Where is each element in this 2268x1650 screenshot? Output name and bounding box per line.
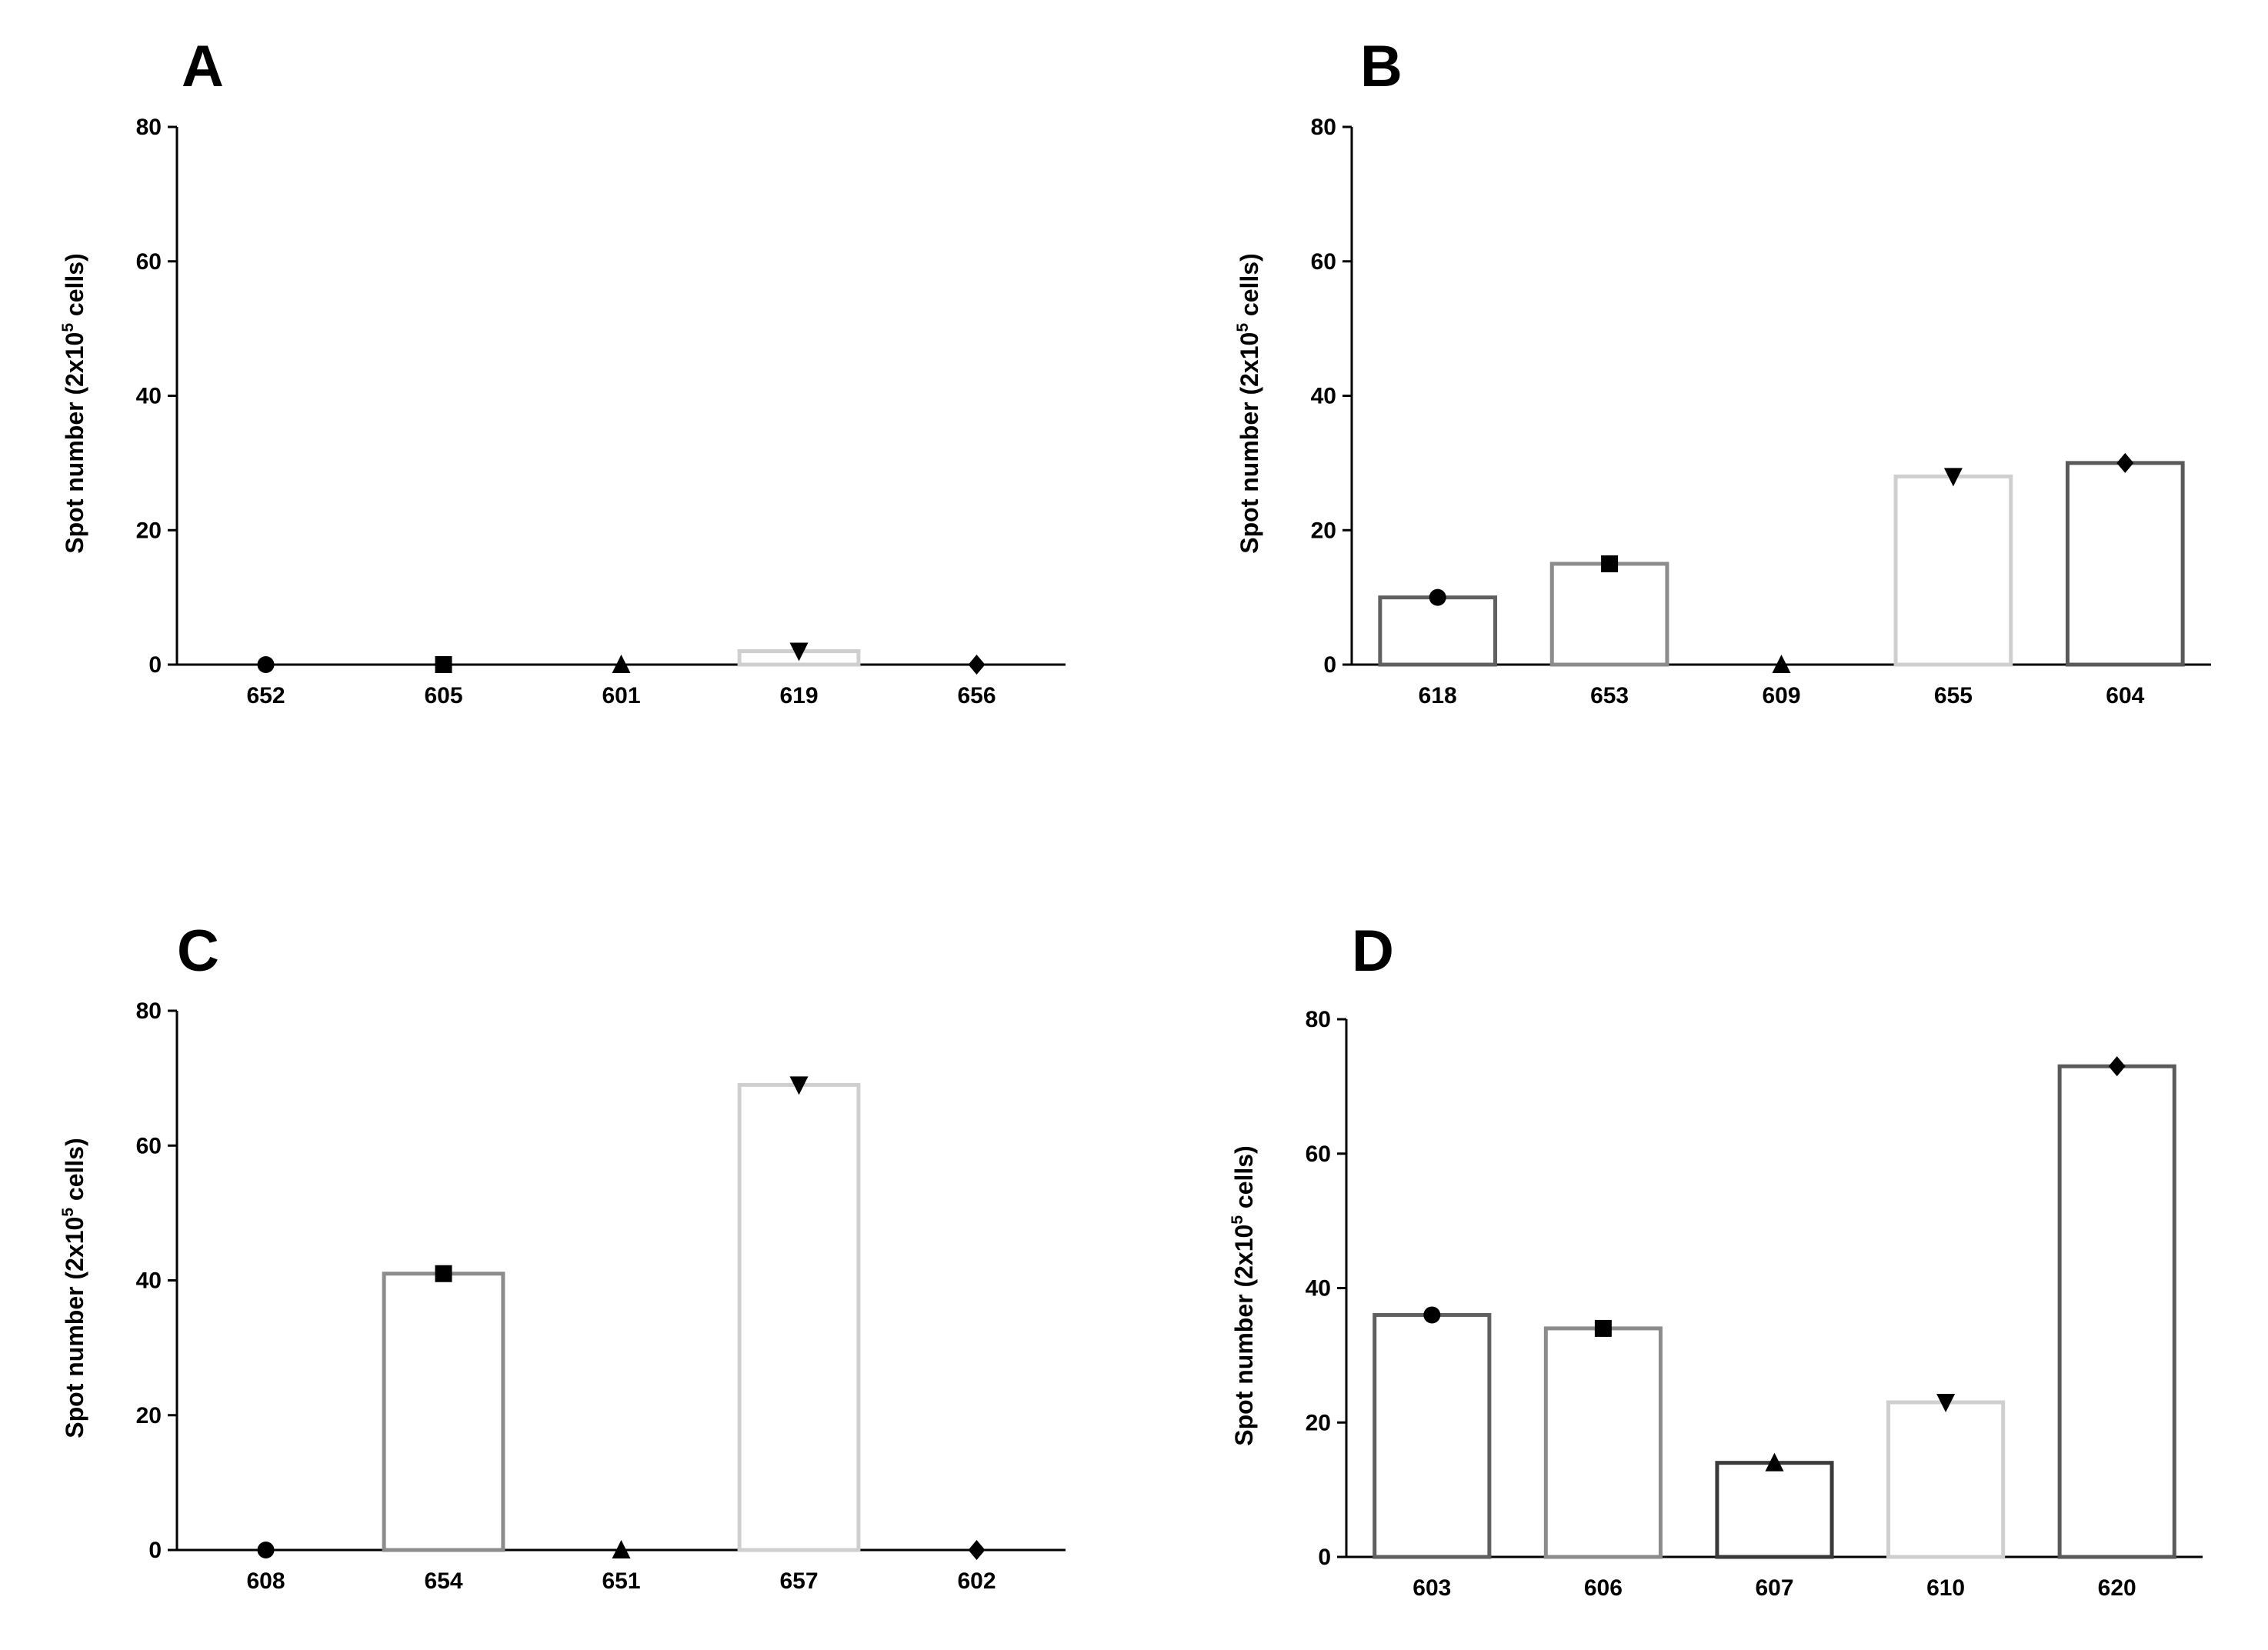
- y-tick-label: 20: [136, 1403, 162, 1428]
- marker-605: [435, 656, 452, 673]
- x-tick-label: 656: [957, 683, 996, 708]
- y-tick-label: 60: [136, 249, 162, 275]
- bar-606: [1543, 1326, 1663, 1559]
- bar-610: [1886, 1400, 2006, 1559]
- y-tick-label: 60: [1306, 1142, 1331, 1167]
- y-axis-title: Spot number (2x105 cells): [59, 253, 88, 553]
- marker-619: [789, 642, 809, 662]
- x-tick-label: 604: [2106, 683, 2144, 708]
- panel-letter: B: [1360, 34, 1402, 99]
- x-tick-label: 601: [602, 683, 640, 708]
- marker-652: [257, 656, 275, 673]
- x-tick-label: 653: [1590, 683, 1629, 708]
- marker-655: [1943, 468, 1963, 487]
- x-tick-label: 655: [1934, 683, 1973, 708]
- y-axis-title: Spot number (2x105 cells): [1229, 1145, 1258, 1445]
- x-tick-label: 620: [2098, 1575, 2136, 1601]
- bar-654: [382, 1272, 505, 1552]
- y-tick-label: 0: [1323, 652, 1336, 678]
- x-tick-label: 603: [1412, 1575, 1451, 1601]
- marker-606: [1594, 1319, 1612, 1337]
- y-tick-label: 80: [136, 998, 162, 1024]
- y-tick-label: 80: [1311, 115, 1336, 140]
- y-tick-label: 40: [1306, 1276, 1331, 1302]
- marker-607: [1765, 1452, 1784, 1472]
- y-tick-label: 80: [1306, 1007, 1331, 1032]
- x-tick-label: 609: [1762, 683, 1800, 708]
- y-tick-label: 60: [1311, 249, 1336, 275]
- x-tick-label: 605: [424, 683, 462, 708]
- marker-618: [1429, 588, 1446, 606]
- x-tick-label: 606: [1584, 1575, 1623, 1601]
- bar-657: [737, 1082, 861, 1552]
- marker-604: [2116, 452, 2134, 473]
- bar-607: [1715, 1461, 1834, 1559]
- x-tick-label: 654: [424, 1568, 462, 1594]
- x-tick-label: 618: [1419, 683, 1457, 708]
- y-tick-label: 40: [136, 384, 162, 409]
- x-tick-label: 657: [779, 1568, 818, 1594]
- y-tick-label: 0: [148, 1538, 162, 1563]
- marker-603: [1423, 1306, 1441, 1324]
- x-tick-label: 619: [779, 683, 818, 708]
- x-tick-label: 651: [602, 1568, 640, 1594]
- marker-620: [2108, 1056, 2126, 1077]
- chart-panel-b: B 0 20 40 60 80 Spot number (2x105 cells) 618 65…: [1234, 34, 2211, 708]
- panel-letter: C: [177, 918, 219, 984]
- y-axis-title: Spot number (2x105 cells): [1234, 253, 1263, 553]
- y-tick-label: 20: [136, 518, 162, 543]
- x-tick-label: 610: [1926, 1575, 1965, 1601]
- bar-603: [1372, 1312, 1492, 1559]
- chart-panel-d: D 0 20 40 60 80 Spot number (2x105 cells) 603 60…: [1229, 918, 2203, 1601]
- x-tick-label: 652: [246, 683, 285, 708]
- y-axis-title: Spot number (2x105 cells): [59, 1138, 88, 1438]
- x-tick-label: 607: [1755, 1575, 1793, 1601]
- y-tick-label: 60: [136, 1133, 162, 1158]
- y-tick-label: 0: [148, 652, 162, 678]
- marker-610: [1936, 1394, 1956, 1413]
- marker-608: [257, 1542, 275, 1558]
- marker-654: [435, 1265, 452, 1282]
- bar-620: [2057, 1064, 2176, 1559]
- y-tick-label: 40: [136, 1268, 162, 1294]
- bar-655: [1893, 474, 2013, 667]
- y-tick-label: 20: [1306, 1410, 1331, 1435]
- bar-618: [1378, 595, 1498, 667]
- marker-656: [968, 655, 986, 675]
- y-tick-label: 0: [1318, 1545, 1331, 1570]
- panel-letter: A: [182, 34, 224, 99]
- panel-letter: D: [1352, 918, 1394, 984]
- marker-602: [968, 1540, 986, 1560]
- marker-651: [612, 1540, 631, 1558]
- chart-panel-a: A 0 20 40 60 80 Spot number (2x105 cells) 652 60…: [59, 34, 1066, 708]
- marker-657: [789, 1076, 809, 1095]
- marker-609: [1772, 655, 1791, 673]
- bar-604: [2065, 461, 2185, 667]
- y-tick-label: 40: [1311, 384, 1336, 409]
- chart-panel-c: C 0 20 40 60 80 Spot number (2x105 cells) 608 65…: [59, 918, 1066, 1594]
- marker-601: [612, 655, 631, 673]
- y-tick-label: 80: [136, 115, 162, 140]
- bar-653: [1549, 562, 1669, 667]
- x-tick-label: 608: [246, 1568, 285, 1594]
- x-tick-label: 602: [957, 1568, 996, 1594]
- y-tick-label: 20: [1311, 518, 1336, 543]
- marker-653: [1601, 555, 1619, 572]
